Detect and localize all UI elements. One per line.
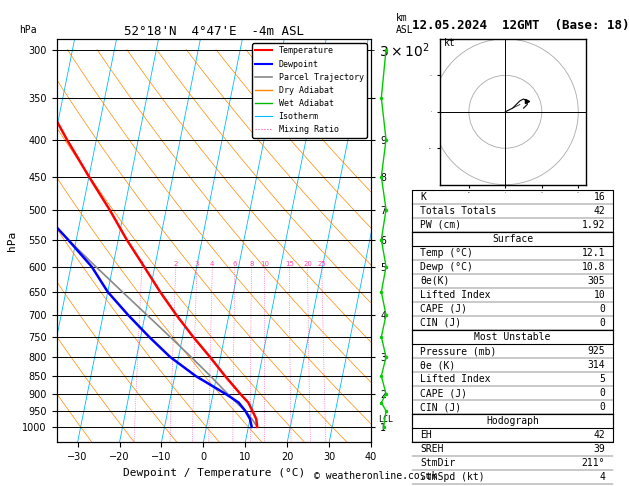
Text: CIN (J): CIN (J) [420,402,461,412]
Text: 4: 4 [599,472,605,483]
Text: © weatheronline.co.uk: © weatheronline.co.uk [314,471,438,481]
Text: 10: 10 [260,261,269,267]
Text: 12.05.2024  12GMT  (Base: 18): 12.05.2024 12GMT (Base: 18) [412,19,629,33]
Text: Totals Totals: Totals Totals [420,206,496,216]
Text: km
ASL: km ASL [396,13,414,35]
Text: SREH: SREH [420,444,443,454]
Text: 314: 314 [587,360,605,370]
Text: Dewp (°C): Dewp (°C) [420,262,473,272]
Text: kt: kt [443,38,455,48]
Text: 305: 305 [587,276,605,286]
Text: Temp (°C): Temp (°C) [420,248,473,258]
Text: 211°: 211° [582,458,605,469]
Legend: Temperature, Dewpoint, Parcel Trajectory, Dry Adiabat, Wet Adiabat, Isotherm, Mi: Temperature, Dewpoint, Parcel Trajectory… [252,43,367,138]
Text: 20: 20 [303,261,312,267]
Text: 3: 3 [194,261,199,267]
Text: Lifted Index: Lifted Index [420,290,491,300]
Text: Surface: Surface [492,234,533,243]
Text: Pressure (mb): Pressure (mb) [420,346,496,356]
Text: θe(K): θe(K) [420,276,450,286]
Text: K: K [420,191,426,202]
Text: CIN (J): CIN (J) [420,318,461,328]
Text: 925: 925 [587,346,605,356]
Text: 8: 8 [249,261,253,267]
Text: 0: 0 [599,304,605,314]
Text: StmDir: StmDir [420,458,455,469]
Text: EH: EH [420,430,431,440]
Text: 0: 0 [599,388,605,398]
Text: StmSpd (kt): StmSpd (kt) [420,472,485,483]
Text: CAPE (J): CAPE (J) [420,304,467,314]
Y-axis label: hPa: hPa [7,230,17,251]
Text: 42: 42 [594,206,605,216]
Text: 16: 16 [594,191,605,202]
Text: 5: 5 [599,374,605,384]
Text: 2: 2 [174,261,178,267]
Text: θe (K): θe (K) [420,360,455,370]
Text: Most Unstable: Most Unstable [474,332,551,342]
Text: PW (cm): PW (cm) [420,220,461,230]
X-axis label: Dewpoint / Temperature (°C): Dewpoint / Temperature (°C) [123,468,305,478]
Text: 10: 10 [594,290,605,300]
Text: 6: 6 [233,261,237,267]
Text: LCL: LCL [378,415,393,423]
Text: 0: 0 [599,402,605,412]
Text: 15: 15 [285,261,294,267]
Text: CAPE (J): CAPE (J) [420,388,467,398]
Text: 0: 0 [599,318,605,328]
Text: 1.92: 1.92 [582,220,605,230]
Text: 1: 1 [140,261,144,267]
Text: Hodograph: Hodograph [486,416,539,426]
Text: 12.1: 12.1 [582,248,605,258]
Text: 42: 42 [594,430,605,440]
Text: 4: 4 [210,261,214,267]
Text: 10.8: 10.8 [582,262,605,272]
Text: 39: 39 [594,444,605,454]
Text: Lifted Index: Lifted Index [420,374,491,384]
Title: 52°18'N  4°47'E  -4m ASL: 52°18'N 4°47'E -4m ASL [124,25,304,38]
Text: hPa: hPa [19,25,36,35]
Text: 25: 25 [318,261,326,267]
